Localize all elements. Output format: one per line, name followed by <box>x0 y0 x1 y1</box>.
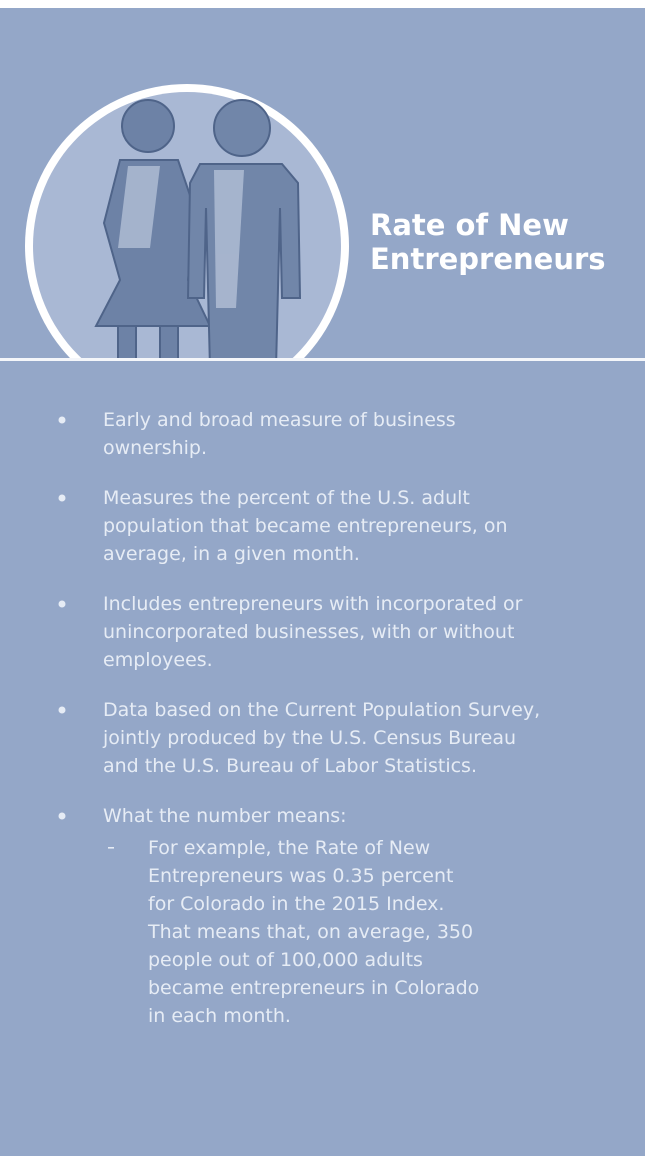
bullet-item: Data based on the Current Population Sur… <box>0 696 553 780</box>
bullet-item: Early and broad measure of business owne… <box>0 406 553 462</box>
bullet-list: Early and broad measure of business owne… <box>0 406 645 1052</box>
bullet-text: Early and broad measure of business owne… <box>103 409 456 459</box>
bullet-text: Includes entrepreneurs with incorporated… <box>103 593 522 671</box>
marker-shape <box>59 707 66 714</box>
sub-bullet-text: For example, the Rate of New Entrepreneu… <box>148 837 479 1027</box>
bullet-text: Measures the percent of the U.S. adult p… <box>103 487 507 565</box>
bullet-item: Measures the percent of the U.S. adult p… <box>0 484 553 568</box>
bullet-marker <box>58 812 66 820</box>
marker-shape <box>108 847 114 849</box>
page: Rate of New Entrepreneurs Early and broa… <box>0 0 645 1163</box>
bullet-marker <box>58 706 66 714</box>
marker-shape <box>59 813 66 820</box>
marker-shape <box>59 601 66 608</box>
bullet-marker <box>58 416 66 424</box>
bullet-marker <box>108 847 114 849</box>
divider <box>0 358 645 361</box>
title: Rate of New Entrepreneurs <box>370 208 630 276</box>
panel: Rate of New Entrepreneurs Early and broa… <box>0 8 645 1156</box>
bullet-marker <box>58 494 66 502</box>
marker-shape <box>59 417 66 424</box>
marker-shape <box>59 495 66 502</box>
bullet-item: What the number means: For example, the R… <box>0 802 553 1030</box>
sub-bullet-item: For example, the Rate of New Entrepreneu… <box>0 834 483 1030</box>
bullet-marker <box>58 600 66 608</box>
header-art <box>0 8 645 360</box>
bullet-item: Includes entrepreneurs with incorporated… <box>0 590 553 674</box>
bullet-text: Data based on the Current Population Sur… <box>103 699 540 777</box>
bullet-text: What the number means: <box>103 805 347 827</box>
